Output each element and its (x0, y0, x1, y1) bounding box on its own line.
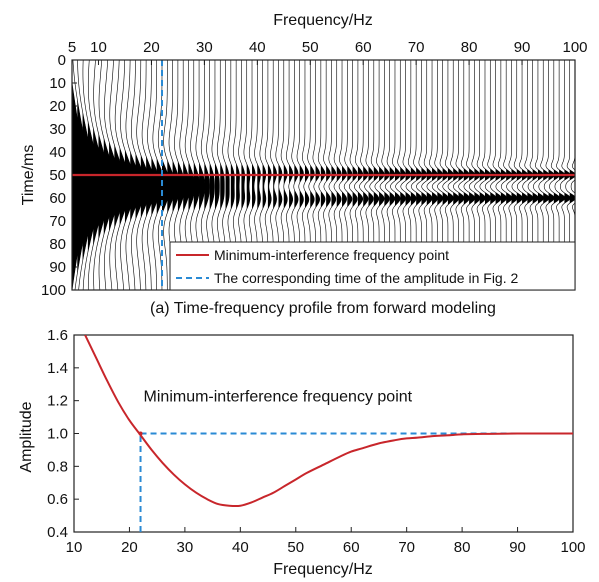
x-tick-label: 100 (562, 39, 587, 56)
legend-label-amplitude-time: The corresponding time of the amplitude … (214, 270, 518, 286)
y-tick-label: 80 (49, 236, 66, 253)
y-tick-label: 1.4 (47, 360, 68, 377)
y-tick-label: 1.2 (47, 393, 68, 410)
panel-b-ylabel: Amplitude (18, 401, 35, 472)
panel-b-xlabel: Frequency/Hz (273, 561, 373, 578)
y-tick-label: 90 (49, 259, 66, 276)
x-tick-label: 10 (90, 39, 107, 56)
y-tick-label: 1.6 (47, 327, 68, 344)
panel-b: 10 20 30 40 50 60 70 80 90 100 0.4 0.6 0.8 1.0 1.2 1.4… (18, 327, 586, 578)
panel-a-x-ticks: 5 10 20 30 40 50 60 70 80 90 100 (68, 39, 588, 65)
x-tick-label: 5 (68, 39, 76, 56)
x-tick-label: 90 (509, 539, 526, 556)
x-tick-label: 80 (454, 539, 471, 556)
panel-a-ylabel: Time/ms (20, 145, 37, 206)
x-tick-label: 50 (287, 539, 304, 556)
y-tick-label: 1.0 (47, 426, 68, 443)
y-tick-label: 0.8 (47, 458, 68, 475)
x-tick-label: 30 (196, 39, 213, 56)
panel-a-xlabel: Frequency/Hz (273, 12, 373, 29)
y-tick-label: 30 (49, 121, 66, 138)
x-tick-label: 60 (355, 39, 372, 56)
y-tick-label: 0 (58, 52, 66, 69)
panel-a-subtitle: (a) Time-frequency profile from forward … (150, 300, 496, 317)
panel-a-legend: Minimum-interference frequency point The… (169, 241, 576, 291)
x-tick-label: 30 (177, 539, 194, 556)
x-tick-label: 40 (249, 39, 266, 56)
y-tick-label: 40 (49, 144, 66, 161)
minimum-interference-annotation: Minimum-interference frequency point (144, 389, 413, 406)
x-tick-label: 40 (232, 539, 249, 556)
y-tick-label: 0.6 (47, 491, 68, 508)
x-tick-label: 10 (66, 539, 83, 556)
x-tick-label: 20 (143, 39, 160, 56)
minimum-interference-point (138, 431, 143, 436)
y-tick-label: 10 (49, 75, 66, 92)
x-tick-label: 50 (302, 39, 319, 56)
panel-a-y-ticks: 0 10 20 30 40 50 60 70 80 90 100 (41, 52, 77, 299)
y-tick-label: 20 (49, 98, 66, 115)
x-tick-label: 60 (343, 539, 360, 556)
x-tick-label: 20 (121, 539, 138, 556)
y-tick-label: 60 (49, 190, 66, 207)
panel-b-x-ticks: 10 20 30 40 50 60 70 80 90 100 (66, 527, 586, 556)
panel-b-y-ticks: 0.4 0.6 0.8 1.0 1.2 1.4 1.6 (47, 327, 79, 541)
panel-a: Frequency/Hz 5 10 20 30 40 50 60 70 80 90 100 0 10 2… (20, 12, 588, 317)
x-tick-label: 70 (408, 39, 425, 56)
y-tick-label: 0.4 (47, 524, 68, 541)
wiggle-fill (575, 60, 581, 290)
y-tick-label: 100 (41, 282, 66, 299)
legend-label-minimum-interference: Minimum-interference frequency point (214, 247, 449, 263)
x-tick-label: 100 (560, 539, 585, 556)
amplitude-curve (84, 335, 573, 508)
x-tick-label: 90 (514, 39, 531, 56)
y-tick-label: 50 (49, 167, 66, 184)
x-tick-label: 70 (398, 539, 415, 556)
y-tick-label: 70 (49, 213, 66, 230)
legend-box (169, 241, 576, 291)
x-tick-label: 80 (461, 39, 478, 56)
